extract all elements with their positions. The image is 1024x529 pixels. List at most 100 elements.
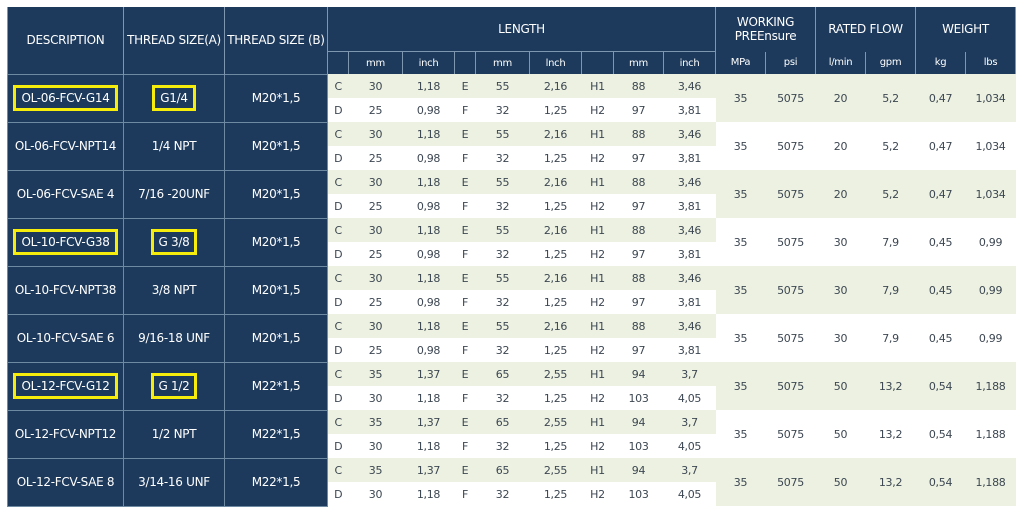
length-cell: C	[327, 122, 349, 146]
length-cell: D	[327, 242, 349, 266]
table-row: OL-06-FCV-SAE 4 7/16 -20UNF M20*1,5 C 30 1,18…	[7, 169, 1016, 219]
table-row: D 25 0,98 F 32 1,25 H2 97 3,81	[8, 338, 1016, 362]
weight-lbs: 0,99	[965, 314, 1016, 362]
length-cell: 1,25	[529, 194, 582, 218]
length-cell: 3,81	[663, 194, 716, 218]
length-cell: H2	[581, 242, 614, 266]
thread-b-label: M22*1,5	[251, 427, 301, 441]
length-cell: 4,05	[663, 386, 716, 410]
description-label: OL-06-FCV-G14	[13, 85, 118, 111]
unit-row: mm inch mm lnch mm inch MPa psi l/min gp…	[8, 51, 1017, 74]
table-row: D 25 0,98 F 32 1,25 H2 97 3,81	[8, 194, 1016, 218]
description-label: OL-06-FCV-SAE 4	[16, 187, 115, 201]
unit-label: MPa	[715, 51, 766, 74]
length-cell: F	[454, 338, 476, 362]
length-cell: 2,55	[529, 362, 582, 386]
length-cell: H1	[581, 362, 614, 386]
length-cell: 1,18	[402, 314, 455, 338]
thread-size-a: 1/2 NPT	[123, 409, 225, 459]
length-cell: C	[327, 314, 349, 338]
length-cell: H1	[581, 458, 614, 482]
length-cell: H2	[581, 98, 614, 122]
rated-flow-lmin: 50	[815, 362, 866, 410]
length-cell: 1,18	[402, 266, 455, 290]
description-label: OL-10-FCV-SAE 6	[16, 331, 115, 345]
length-cell: 103	[613, 386, 664, 410]
weight-lbs: 1,034	[965, 122, 1016, 170]
thread-a-label: 1/2 NPT	[151, 427, 197, 441]
product-description: OL-06-FCV-NPT14	[7, 121, 124, 171]
length-cell: 30	[348, 266, 403, 290]
table-row: D 30 1,18 F 32 1,25 H2 103 4,05	[8, 482, 1016, 506]
thread-a-label: G 1/2	[150, 373, 198, 399]
length-cell: 1,25	[529, 290, 582, 314]
thread-a-label: G 3/8	[150, 229, 198, 255]
length-cell: 32	[475, 434, 530, 458]
length-cell: H1	[581, 74, 614, 98]
length-cell: 1,18	[402, 218, 455, 242]
length-cell: 25	[348, 338, 403, 362]
thread-size-b: M22*1,5	[224, 361, 328, 411]
length-cell: H1	[581, 266, 614, 290]
working-pressure-mpa: 35	[715, 362, 766, 410]
description-label: OL-12-FCV-SAE 8	[16, 475, 115, 489]
working-pressure-psi: 5075	[765, 266, 816, 314]
length-cell: 65	[475, 458, 530, 482]
length-cell: E	[454, 74, 476, 98]
length-cell: 3,81	[663, 98, 716, 122]
length-cell: 55	[475, 74, 530, 98]
length-cell: 4,05	[663, 434, 716, 458]
length-cell: H2	[581, 290, 614, 314]
length-cell: 103	[613, 482, 664, 506]
unit-label: gpm	[864, 51, 917, 74]
product-description: OL-10-FCV-G38	[7, 217, 124, 267]
weight-kg: 0,47	[915, 170, 966, 218]
length-cell: H1	[581, 170, 614, 194]
length-cell: 1,37	[402, 362, 455, 386]
length-cell: 3,46	[663, 122, 716, 146]
product-description: OL-10-FCV-NPT38	[7, 265, 124, 315]
unit-label: inch	[402, 51, 455, 74]
header-working-line1: WORKING	[736, 15, 795, 30]
length-cell: 32	[475, 194, 530, 218]
length-cell: 1,25	[529, 482, 582, 506]
length-cell: 55	[475, 314, 530, 338]
length-cell: 1,25	[529, 242, 582, 266]
description-label: OL-10-FCV-NPT38	[14, 283, 117, 297]
thread-size-b: M20*1,5	[224, 169, 328, 219]
length-cell: 1,25	[529, 146, 582, 170]
thread-size-b: M22*1,5	[224, 409, 328, 459]
length-cell: 97	[613, 338, 664, 362]
length-cell: D	[327, 290, 349, 314]
rated-flow-lmin: 30	[815, 314, 866, 362]
rated-flow-gpm: 13,2	[865, 410, 916, 458]
thread-size-a: 7/16 -20UNF	[123, 169, 225, 219]
length-cell: 3,81	[663, 338, 716, 362]
length-cell: 3,81	[663, 290, 716, 314]
length-cell: 88	[613, 314, 664, 338]
length-cell: 3,7	[663, 362, 716, 386]
thread-size-b: M22*1,5	[224, 457, 328, 507]
product-description: OL-06-FCV-G14	[7, 73, 124, 123]
unit-label: l/min	[815, 51, 866, 74]
working-pressure-psi: 5075	[765, 74, 816, 122]
thread-b-label: M20*1,5	[251, 283, 301, 297]
table-row: D 25 0,98 F 32 1,25 H2 97 3,81	[8, 98, 1016, 122]
working-pressure-mpa: 35	[715, 218, 766, 266]
length-cell: 88	[613, 170, 664, 194]
length-cell: 1,18	[402, 434, 455, 458]
unit-label: kg	[915, 51, 967, 74]
length-cell: H2	[581, 194, 614, 218]
thread-size-b: M20*1,5	[224, 121, 328, 171]
table-row: OL-06-FCV-NPT14 1/4 NPT M20*1,5 C 30 1,18 E 55 2…	[7, 121, 1016, 171]
thread-size-b: M20*1,5	[224, 217, 328, 267]
thread-size-a: G 1/2	[123, 361, 225, 411]
working-pressure-mpa: 35	[715, 122, 766, 170]
working-pressure-psi: 5075	[765, 314, 816, 362]
thread-a-label: 3/8 NPT	[151, 283, 197, 297]
description-label: OL-06-FCV-NPT14	[14, 139, 117, 153]
length-cell: 25	[348, 98, 403, 122]
thread-size-b: M20*1,5	[224, 313, 328, 363]
table-header: DESCRIPTION THREAD SIZE(A) THREAD SIZE (…	[7, 7, 1017, 74]
rated-flow-gpm: 5,2	[865, 122, 916, 170]
